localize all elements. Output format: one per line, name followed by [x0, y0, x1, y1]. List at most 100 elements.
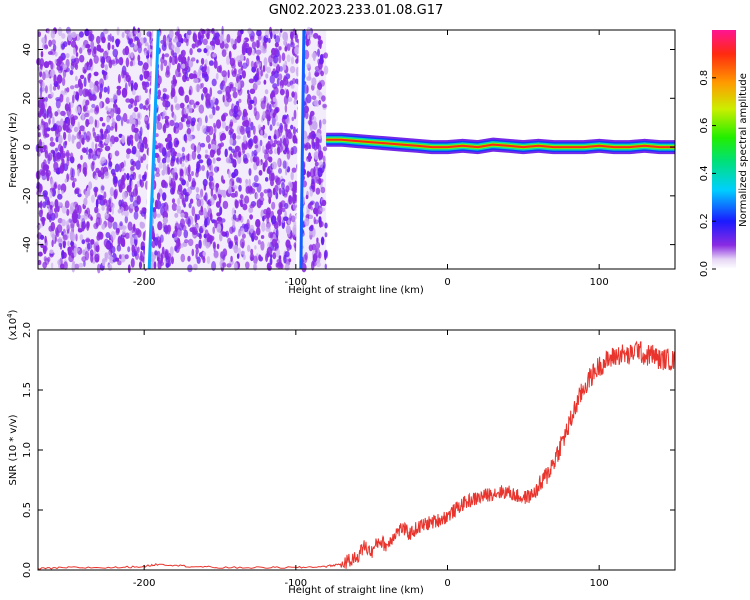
noise-speck — [185, 120, 191, 125]
noise-speck — [52, 124, 57, 131]
noise-speck — [161, 169, 166, 176]
streak-1 — [299, 29, 306, 270]
noise-speck — [146, 123, 150, 130]
noise-speck — [222, 200, 229, 210]
noise-speck — [100, 143, 104, 149]
noise-speck — [319, 119, 322, 130]
noise-speck — [172, 38, 179, 43]
noise-speck — [99, 91, 102, 99]
noise-speck — [63, 131, 67, 141]
noise-speck — [133, 211, 139, 220]
noise-speck — [305, 142, 311, 150]
noise-speck — [44, 85, 48, 94]
noise-speck — [218, 64, 223, 74]
noise-speck — [177, 197, 181, 206]
noise-speck — [199, 227, 204, 234]
noise-speck — [119, 254, 122, 260]
noise-speck — [204, 218, 208, 228]
noise-speck — [118, 184, 123, 193]
noise-speck — [228, 241, 233, 249]
noise-speck — [209, 212, 213, 222]
noise-speck — [234, 199, 239, 209]
noise-speck — [38, 112, 42, 118]
noise-speck — [198, 239, 202, 249]
noise-speck — [43, 113, 47, 120]
noise-speck — [290, 38, 294, 46]
snr-ytick-label: 2.0 — [22, 322, 33, 338]
noise-speck — [50, 29, 56, 39]
noise-speck — [199, 83, 203, 90]
noise-speck — [313, 99, 319, 106]
noise-speck — [196, 232, 202, 237]
noise-speck — [312, 253, 318, 263]
noise-speck — [94, 175, 98, 181]
noise-speck — [220, 142, 224, 148]
noise-speck — [230, 192, 237, 198]
noise-speck — [112, 104, 118, 114]
noise-speck — [39, 63, 43, 70]
spectrogram-ytick-label: -40 — [22, 236, 33, 252]
noise-speck — [90, 253, 94, 263]
noise-speck — [216, 223, 222, 233]
noise-speck — [105, 200, 112, 208]
noise-speck — [42, 165, 49, 170]
noise-speck — [226, 263, 232, 268]
noise-speck — [91, 160, 95, 166]
noise-speck — [250, 60, 254, 69]
noise-speck — [56, 74, 63, 84]
noise-speck — [187, 218, 191, 227]
noise-speck — [121, 225, 127, 230]
noise-speck — [122, 191, 128, 200]
noise-speck — [60, 110, 66, 116]
noise-speck — [249, 99, 255, 104]
noise-speck — [189, 154, 192, 161]
noise-speck — [73, 63, 77, 68]
noise-speck — [221, 49, 227, 57]
noise-speck — [212, 96, 216, 103]
noise-speck — [144, 116, 148, 121]
noise-speck — [242, 145, 246, 154]
snr-xlabel: Height of straight line (km) — [288, 585, 424, 596]
noise-speck — [316, 261, 321, 268]
noise-speck — [270, 172, 275, 182]
noise-speck — [283, 95, 289, 105]
noise-speck — [131, 150, 137, 155]
noise-speck — [320, 70, 324, 77]
noise-speck — [224, 43, 229, 49]
noise-speck — [173, 230, 178, 238]
spectrogram-ytick-label: 40 — [22, 43, 33, 56]
noise-speck — [240, 126, 245, 135]
noise-speck — [207, 125, 214, 136]
noise-speck — [195, 83, 201, 93]
spectrogram-xtick-label: -100 — [284, 277, 307, 288]
noise-speck — [121, 87, 128, 98]
noise-speck — [211, 78, 217, 87]
noise-speck — [270, 215, 277, 225]
noise-speck — [101, 223, 106, 230]
noise-speck — [63, 261, 68, 270]
noise-speck — [95, 221, 99, 228]
streak-gap-0 — [144, 29, 160, 270]
noise-speck — [219, 189, 225, 196]
noise-speck — [128, 31, 134, 39]
noise-speck — [294, 33, 298, 43]
noise-speck — [71, 134, 75, 144]
noise-speck — [79, 47, 83, 54]
noise-speck — [98, 217, 102, 226]
noise-speck — [81, 44, 86, 51]
noise-speck — [75, 233, 78, 242]
noise-speck — [206, 66, 210, 75]
noise-speck — [133, 106, 139, 113]
noise-speck — [209, 45, 215, 51]
noise-speck — [50, 91, 54, 98]
noise-speck — [249, 214, 254, 220]
noise-speck — [69, 152, 74, 161]
noise-speck — [93, 46, 97, 55]
noise-speck — [109, 98, 115, 103]
noise-speck — [64, 200, 70, 209]
noise-speck — [318, 161, 324, 169]
noise-speck — [214, 38, 220, 46]
noise-speck — [318, 150, 324, 160]
noise-speck — [245, 186, 251, 194]
noise-speck — [38, 132, 41, 138]
